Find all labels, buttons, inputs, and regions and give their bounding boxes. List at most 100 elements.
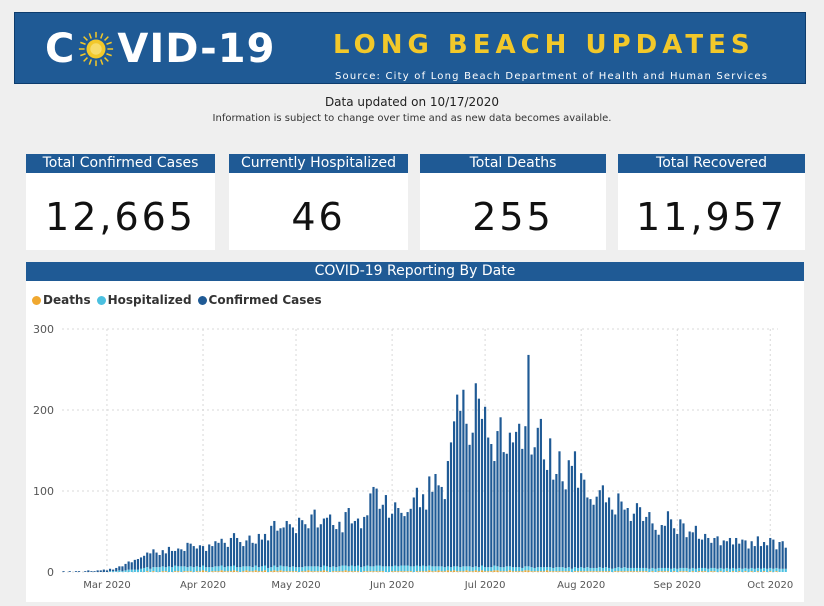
bar-confirmed-cases[interactable] [276,530,279,568]
bar-hospitalized[interactable] [576,567,580,572]
bar-confirmed-cases[interactable] [741,539,744,569]
bar-hospitalized[interactable] [505,566,508,572]
bar-deaths[interactable] [700,571,704,572]
bar-hospitalized[interactable] [784,568,787,572]
bar-confirmed-cases[interactable] [766,545,769,569]
bar-deaths[interactable] [273,570,276,572]
bar-confirmed-cases[interactable] [601,485,604,568]
bar-hospitalized[interactable] [425,566,428,572]
bar-hospitalized[interactable] [270,567,273,572]
bar-hospitalized[interactable] [257,567,260,572]
bar-confirmed-cases[interactable] [549,438,552,568]
bar-confirmed-cases[interactable] [136,559,140,570]
bar-deaths[interactable] [679,571,682,572]
bar-confirmed-cases[interactable] [406,512,409,566]
bar-deaths[interactable] [307,570,310,572]
bar-confirmed-cases[interactable] [778,542,781,569]
bar-hospitalized[interactable] [446,566,449,571]
bar-confirmed-cases[interactable] [682,523,685,568]
bar-deaths[interactable] [493,570,496,572]
bar-hospitalized[interactable] [431,566,434,572]
bar-hospitalized[interactable] [738,567,741,572]
bar-confirmed-cases[interactable] [375,488,378,566]
bar-hospitalized[interactable] [580,567,583,572]
bar-deaths[interactable] [462,571,465,572]
bar-confirmed-cases[interactable] [762,542,766,568]
bar-deaths[interactable] [270,571,273,572]
bar-confirmed-cases[interactable] [363,516,366,567]
bar-deaths[interactable] [598,571,601,572]
bar-confirmed-cases[interactable] [728,537,732,569]
bar-deaths[interactable] [422,571,425,572]
bar-confirmed-cases[interactable] [310,514,313,567]
bar-hospitalized[interactable] [518,567,521,572]
bar-hospitalized[interactable] [564,567,567,572]
bar-hospitalized[interactable] [756,567,759,572]
bar-deaths[interactable] [524,570,527,572]
bar-deaths[interactable] [217,571,220,572]
bar-deaths[interactable] [691,571,694,572]
bar-hospitalized[interactable] [508,566,511,571]
bar-hospitalized[interactable] [338,566,341,572]
bar-confirmed-cases[interactable] [465,423,468,567]
bar-confirmed-cases[interactable] [462,389,465,567]
bar-deaths[interactable] [552,571,555,572]
bar-deaths[interactable] [205,571,208,572]
bar-hospitalized[interactable] [397,566,400,572]
bar-deaths[interactable] [750,571,753,572]
bar-deaths[interactable] [549,571,552,572]
bar-deaths[interactable] [418,571,422,572]
bar-confirmed-cases[interactable] [449,442,453,568]
bar-confirmed-cases[interactable] [220,538,223,566]
bar-confirmed-cases[interactable] [738,543,741,568]
bar-hospitalized[interactable] [279,565,282,571]
bar-confirmed-cases[interactable] [415,487,418,566]
bar-hospitalized[interactable] [245,566,248,571]
bar-deaths[interactable] [614,571,617,572]
bar-confirmed-cases[interactable] [443,499,446,568]
bar-confirmed-cases[interactable] [192,546,195,568]
bar-confirmed-cases[interactable] [521,448,524,568]
bar-hospitalized[interactable] [744,567,747,572]
bar-deaths[interactable] [515,571,518,572]
bar-deaths[interactable] [617,571,620,572]
bar-confirmed-cases[interactable] [369,493,372,567]
bar-confirmed-cases[interactable] [530,454,533,568]
bar-confirmed-cases[interactable] [301,520,304,568]
bar-confirmed-cases[interactable] [604,502,608,568]
bar-confirmed-cases[interactable] [254,543,257,566]
bar-confirmed-cases[interactable] [595,496,598,568]
bar-deaths[interactable] [518,571,521,572]
bar-confirmed-cases[interactable] [223,542,226,568]
bar-hospitalized[interactable] [762,567,766,572]
bar-deaths[interactable] [325,571,329,572]
bar-hospitalized[interactable] [198,567,202,572]
bar-deaths[interactable] [697,571,701,572]
bar-deaths[interactable] [350,571,353,572]
bar-confirmed-cases[interactable] [87,570,90,572]
bar-deaths[interactable] [146,571,149,572]
bar-confirmed-cases[interactable] [437,485,440,567]
bar-deaths[interactable] [456,571,459,572]
bar-deaths[interactable] [363,571,366,572]
bar-hospitalized[interactable] [725,567,728,572]
bar-hospitalized[interactable] [223,567,226,572]
bar-confirmed-cases[interactable] [694,525,697,569]
bar-deaths[interactable] [459,571,462,572]
bar-confirmed-cases[interactable] [335,529,338,568]
bar-hospitalized[interactable] [747,568,750,572]
bar-deaths[interactable] [704,571,707,572]
bar-deaths[interactable] [638,571,642,572]
bar-hospitalized[interactable] [298,567,301,572]
bar-confirmed-cases[interactable] [477,398,480,568]
bar-hospitalized[interactable] [468,566,471,572]
bar-confirmed-cases[interactable] [676,533,679,569]
bar-hospitalized[interactable] [192,567,195,572]
bar-confirmed-cases[interactable] [660,525,663,568]
bar-confirmed-cases[interactable] [130,562,133,570]
bar-confirmed-cases[interactable] [539,418,542,568]
bar-confirmed-cases[interactable] [781,541,784,569]
bar-hospitalized[interactable] [164,567,167,572]
bar-confirmed-cases[interactable] [744,540,747,568]
bar-hospitalized[interactable] [480,565,484,571]
